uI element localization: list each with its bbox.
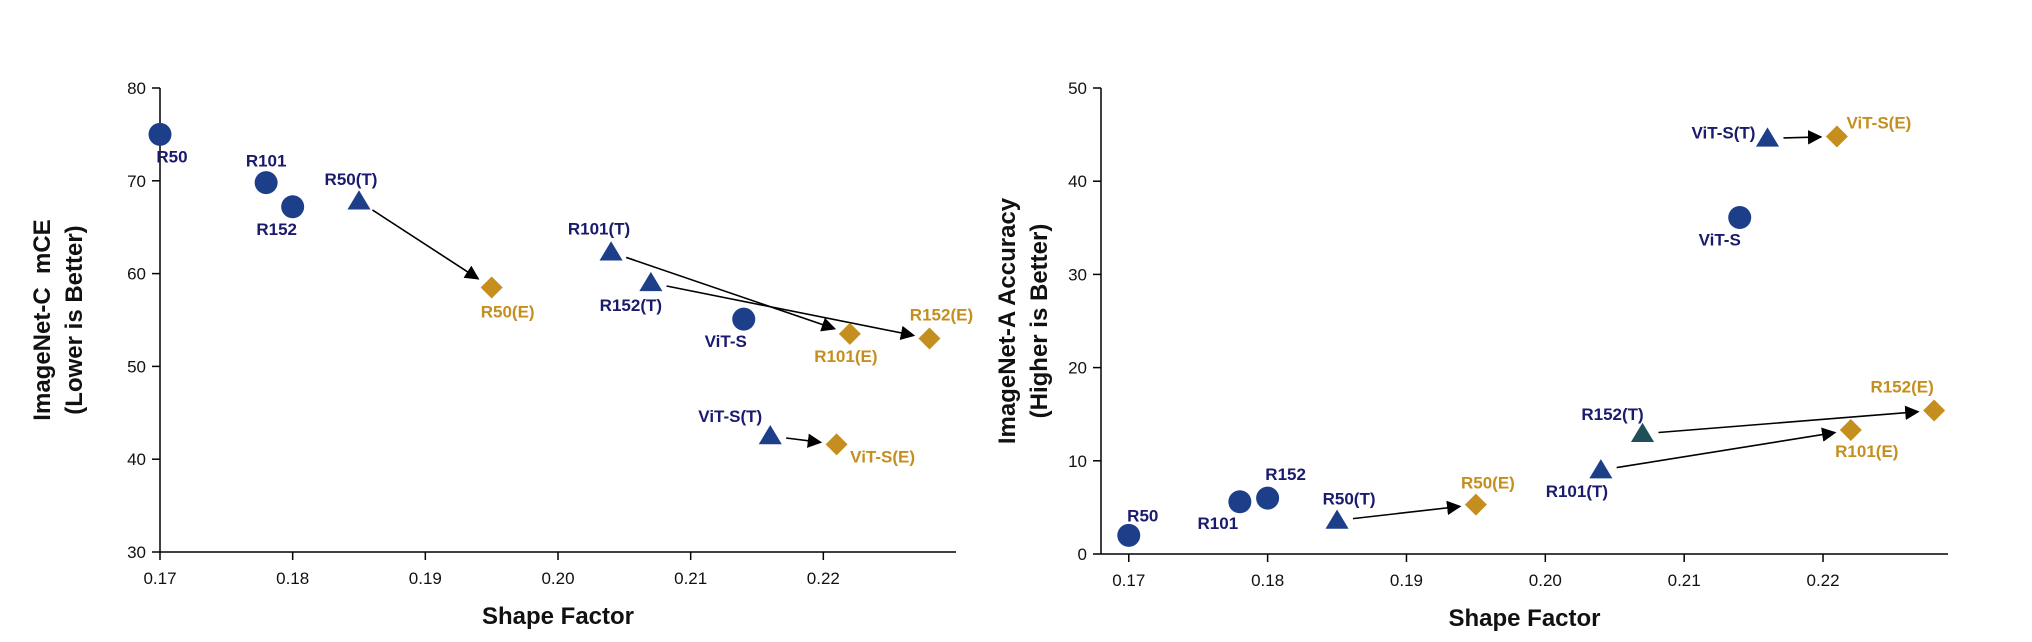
x-tick-label: 0.18 — [1251, 571, 1284, 590]
point-r152e-diamond — [1923, 399, 1946, 422]
point-r152e-diamond — [918, 327, 941, 350]
point-label-r50: R50 — [1127, 506, 1158, 525]
x-tick-label: 0.17 — [1112, 571, 1145, 590]
x-tick-label: 0.22 — [807, 569, 840, 588]
point-label-r50e: R50(E) — [481, 303, 535, 322]
x-tick-label: 0.20 — [1529, 571, 1562, 590]
point-vit-se-diamond — [1825, 125, 1848, 148]
point-label-r50e: R50(E) — [1461, 474, 1515, 493]
arrow-r50t-to-r50e — [1352, 500, 1462, 520]
point-label-vit-se: ViT-S(E) — [850, 447, 915, 466]
x-axis-title: Shape Factor — [482, 603, 634, 630]
point-vit-st-triangle — [1755, 127, 1780, 147]
x-axis-title: Shape Factor — [1448, 605, 1600, 632]
point-label-r152: R152 — [1265, 465, 1306, 484]
x-tick-label: 0.20 — [541, 569, 574, 588]
x-tick-label: 0.19 — [1390, 571, 1423, 590]
point-r101e-diamond — [1839, 419, 1862, 442]
y-tick-label: 50 — [1068, 79, 1087, 98]
point-label-vit-s: ViT-S — [1699, 231, 1741, 250]
point-label-vit-st: ViT-S(T) — [1692, 123, 1756, 142]
point-label-r101t: R101(T) — [1546, 482, 1608, 501]
arrow-r101t-to-r101e — [1616, 427, 1837, 469]
point-vit-s-circle — [1728, 206, 1752, 230]
point-r101t-triangle — [599, 241, 623, 261]
x-tick-label: 0.21 — [674, 569, 707, 588]
y-axis-title-line: (Lower is Better) — [61, 225, 88, 414]
point-r50t-triangle — [1325, 509, 1349, 529]
y-tick-label: 70 — [127, 172, 146, 191]
x-tick-label: 0.21 — [1668, 571, 1701, 590]
point-label-r152t: R152(T) — [1581, 405, 1643, 424]
chart-imagenet-a: 0 10 20 30 40 50 0.17 0.18 0.19 0.20 0.21 0.22 Shape… — [994, 79, 1948, 632]
point-r101t-triangle — [1589, 459, 1613, 479]
arrow-vit-st-to-vit-se — [1783, 130, 1823, 145]
y-tick-label: 50 — [127, 357, 146, 376]
point-label-r50: R50 — [156, 147, 187, 166]
point-r50e-diamond — [480, 276, 503, 299]
y-tick-label: 40 — [127, 450, 146, 469]
y-tick-label: 60 — [127, 265, 146, 284]
point-vit-s-circle — [732, 307, 756, 331]
y-tick-label: 80 — [127, 79, 146, 98]
point-label-r101e: R101(E) — [1835, 442, 1898, 461]
y-tick-label: 40 — [1068, 172, 1087, 191]
chart-imagenet-c: 30 40 50 60 70 80 0.17 0.18 0.19 0.20 0.21 0.22 Shap… — [29, 79, 973, 630]
arrow-r152t-to-r152e — [666, 285, 916, 340]
point-r50-circle — [148, 122, 172, 146]
y-tick-label: 30 — [127, 543, 146, 562]
x-tick-label: 0.17 — [143, 569, 176, 588]
point-r152-circle — [281, 195, 305, 219]
point-vit-st-triangle — [758, 425, 782, 445]
point-label-r101t: R101(T) — [568, 219, 630, 238]
point-label-vit-s: ViT-S — [705, 332, 747, 351]
point-r101-circle — [254, 171, 278, 195]
point-r152-circle — [1256, 486, 1280, 510]
point-label-vit-st: ViT-S(T) — [698, 407, 762, 426]
y-axis-title-line: ImageNet-A Accuracy — [994, 197, 1021, 444]
point-r101e-diamond — [838, 322, 861, 345]
point-label-r101: R101 — [1198, 514, 1239, 533]
point-r152t-triangle — [1630, 422, 1655, 443]
point-label-r101e: R101(E) — [814, 347, 877, 366]
point-label-r50t: R50(T) — [325, 170, 378, 189]
point-r50t-triangle — [347, 190, 371, 210]
arrow-r50t-to-r50e — [371, 209, 480, 280]
point-r50-circle — [1117, 523, 1141, 547]
arrow-vit-st-to-vit-se — [786, 433, 823, 448]
point-label-r152e: R152(E) — [1870, 377, 1933, 396]
point-r50e-diamond — [1464, 493, 1487, 516]
y-axis-title-line: (Higher is Better) — [1026, 224, 1053, 419]
point-label-r101: R101 — [246, 152, 287, 171]
x-tick-label: 0.22 — [1806, 571, 1839, 590]
point-r101-circle — [1228, 490, 1252, 514]
x-tick-label: 0.19 — [409, 569, 442, 588]
y-tick-label: 0 — [1078, 545, 1087, 564]
point-label-r50t: R50(T) — [1323, 489, 1376, 508]
point-label-vit-se: ViT-S(E) — [1846, 113, 1911, 132]
arrow-r152t-to-r152e — [1658, 405, 1920, 434]
point-label-r152e: R152(E) — [910, 306, 973, 325]
arrow-r101t-to-r101e — [625, 256, 837, 332]
point-r152t-triangle — [639, 271, 663, 292]
y-axis-title-line: ImageNet-C mCE — [29, 219, 56, 420]
y-tick-label: 30 — [1068, 265, 1087, 284]
point-label-r152: R152 — [256, 220, 297, 239]
y-tick-label: 10 — [1068, 452, 1087, 471]
x-tick-label: 0.18 — [276, 569, 309, 588]
y-tick-label: 20 — [1068, 359, 1087, 378]
point-label-r152t: R152(T) — [600, 296, 662, 315]
point-vit-se-diamond — [825, 433, 848, 456]
